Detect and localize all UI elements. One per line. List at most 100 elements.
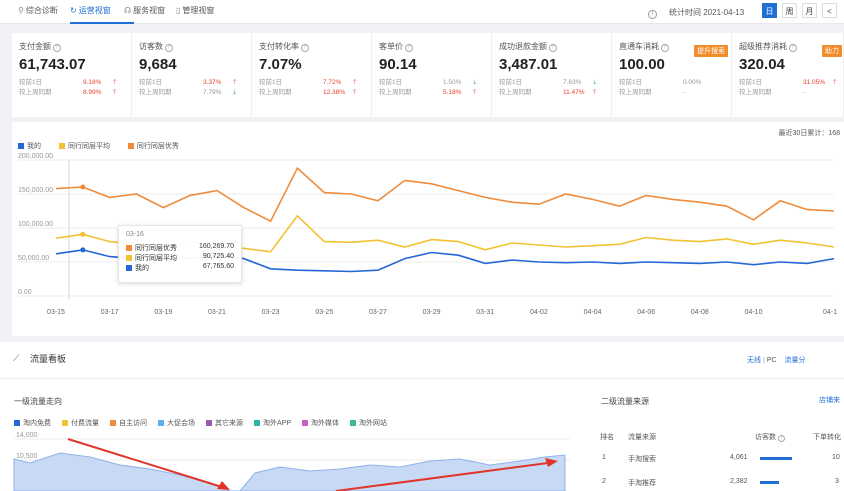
table-header-visitors[interactable]: 访客数 ?	[755, 432, 785, 442]
second-level-source-title: 二级流量来源	[601, 397, 649, 406]
legend-item-mine[interactable]: 我的	[18, 143, 41, 150]
tooltip-swatch	[126, 245, 132, 251]
tooltip-row: 同行同层优秀 160,269.70	[126, 243, 234, 253]
traffic-detail-link[interactable]: 流量分	[784, 357, 806, 364]
kpi-title: 直通车消耗?	[619, 41, 731, 52]
help-icon[interactable]: ?	[405, 44, 413, 52]
x-tick-label: 04-08	[691, 309, 709, 316]
flow-area[interactable]	[13, 452, 566, 491]
compare-pct: 8.99%	[83, 89, 102, 96]
flow-area-chart[interactable]: 14,000 10,500	[0, 431, 580, 491]
stat-time-text: 统计时间 2021-04-13	[669, 8, 745, 17]
channel-legend-item[interactable]: 淘外APP	[254, 420, 291, 427]
x-tick-label: 03-27	[369, 309, 387, 316]
device-pc-link[interactable]: PC	[766, 357, 777, 364]
channel-legend-item[interactable]: 淘外媒体	[302, 420, 339, 427]
x-tick-label: 03-29	[423, 309, 441, 316]
pin-icon: ⚲	[18, 6, 24, 15]
tab-label: 管理视窗	[182, 6, 215, 15]
info-icon[interactable]: i	[648, 10, 657, 19]
device-switch: 无线 | PC 流量分	[747, 355, 806, 365]
series-point[interactable]	[80, 247, 86, 253]
legend-swatch	[62, 420, 68, 426]
kpi-action-button[interactable]: 提升搜索	[694, 45, 728, 57]
up-arrow-icon: 🡑	[353, 79, 357, 86]
row-source[interactable]: 手淘搜索	[628, 456, 656, 463]
device-wireless-link[interactable]: 无线	[747, 357, 761, 364]
series-point[interactable]	[80, 184, 86, 190]
kpi-action-button[interactable]: 助力	[822, 45, 842, 57]
compare-pct: 0.00%	[683, 79, 702, 86]
kpi-card[interactable]: 访客数? 9,684 较前1日 3.37% 🡑 较上周同期 7.79% 🡓	[132, 33, 252, 117]
trend-chart-svg[interactable]: 200,000.00 150,000.00 100,000.00 50,000.00 0…	[12, 122, 844, 336]
legend-item-excellent[interactable]: 同行同层优秀	[127, 143, 179, 150]
table-header-conv: 下单转化	[813, 434, 841, 441]
tab-service[interactable]: ☊ 服务视窗	[124, 0, 165, 24]
channel-legend: 淘内免费 付费流量 自主访问 大促会场 其它来源 淘外APP 淘外媒体 淘外网站	[14, 418, 398, 428]
kpi-compare: 较前1日 3.37% 🡑 较上周同期 7.79% 🡓	[139, 78, 251, 98]
compare-pct: 3.37%	[203, 79, 222, 86]
refresh-icon: ↻	[70, 6, 77, 15]
channel-legend-item[interactable]: 大促会场	[158, 420, 195, 427]
kpi-card[interactable]: 成功退款金额? 3,487.01 较前1日 7.63% 🡓 较上周同期 11.47% 🡑	[492, 33, 612, 117]
tab-operations[interactable]: ↻ 运营视窗	[70, 0, 134, 24]
compare-label: 较上周同期	[619, 89, 652, 96]
y-tick-label: 0.00	[18, 289, 32, 296]
legend-label: 我的	[27, 143, 41, 150]
store-source-link[interactable]: 店铺来	[819, 397, 840, 404]
help-icon[interactable]: ?	[301, 44, 309, 52]
kpi-card[interactable]: 支付转化率? 7.07% 较前1日 7.72% 🡑 较上周同期 12.38% 🡑	[252, 33, 372, 117]
series-point[interactable]	[80, 231, 86, 237]
period-prev-button[interactable]: <	[822, 3, 837, 18]
tooltip-swatch	[126, 265, 132, 271]
channel-legend-item[interactable]: 自主访问	[110, 420, 147, 427]
up-arrow-icon: 🡑	[353, 89, 357, 96]
kpi-compare: 较前1日 31.05% 🡑 较上周同期 -	[739, 78, 843, 98]
x-tick-label: 04-04	[584, 309, 602, 316]
help-icon[interactable]: ?	[777, 435, 785, 442]
compare-label: 较前1日	[19, 79, 43, 86]
kpi-card[interactable]: 支付金额? 61,743.07 较前1日 9.18% 🡑 较上周同期 8.99% 🡑	[12, 33, 132, 117]
x-tick-label: 03-15	[47, 309, 65, 316]
period-month-button[interactable]: 月	[802, 3, 817, 18]
x-tick-label: 03-25	[315, 309, 333, 316]
x-tick-label: 03-31	[476, 309, 494, 316]
kpi-card[interactable]: 客单价? 90.14 较前1日 1.50% 🡓 较上周同期 5.18% 🡑	[372, 33, 492, 117]
series-line[interactable]	[55, 166, 835, 223]
traffic-board: ⟋ 流量看板 无线 | PC 流量分 一级流量走向 淘内免费 付费流量 自主访问 大促会场…	[0, 342, 844, 491]
kpi-compare: 较前1日 7.72% 🡑 较上周同期 12.38% 🡑	[259, 78, 371, 98]
kpi-compare: 较前1日 9.18% 🡑 较上周同期 8.99% 🡑	[19, 78, 131, 98]
help-icon[interactable]: ?	[661, 44, 669, 52]
period-week-button[interactable]: 周	[782, 3, 797, 18]
kpi-value: 3,487.01	[499, 56, 558, 73]
tab-management[interactable]: ▯ 管理视窗	[176, 0, 214, 24]
help-icon[interactable]: ?	[53, 44, 61, 52]
kpi-card[interactable]: 超级推荐消耗? 320.04 较前1日 31.05% 🡑 较上周同期 - 助力	[732, 33, 844, 117]
help-icon[interactable]: ?	[165, 44, 173, 52]
legend-item-avg[interactable]: 同行同层平均	[58, 143, 110, 150]
row-source[interactable]: 手淘推荐	[628, 480, 656, 487]
line-chart-icon: ⟋	[13, 353, 20, 363]
compare-label: 较上周同期	[499, 89, 532, 96]
channel-legend-item[interactable]: 淘外网站	[350, 420, 387, 427]
chart-tooltip: 03-16 同行同层优秀 160,269.70 同行同层平均 90,725.40 我…	[118, 225, 242, 283]
compare-label: 较前1日	[379, 79, 403, 86]
kpi-value: 100.00	[619, 56, 665, 73]
help-icon[interactable]: ?	[549, 44, 557, 52]
legend-swatch	[302, 420, 309, 426]
help-icon[interactable]: ?	[789, 44, 797, 52]
row-rank: 2	[602, 478, 606, 485]
kpi-value: 9,684	[139, 56, 177, 73]
compare-pct: 7.72%	[323, 79, 342, 86]
channel-legend-item[interactable]: 付费流量	[62, 420, 99, 427]
arrow-head-icon	[545, 458, 558, 467]
legend-label: 同行同层优秀	[136, 143, 179, 150]
period-day-button[interactable]: 日	[762, 3, 777, 18]
channel-legend-item[interactable]: 淘内免费	[14, 420, 51, 427]
kpi-card[interactable]: 直通车消耗? 100.00 较前1日 0.00% 较上周同期 - 提升搜索	[612, 33, 732, 117]
channel-legend-item[interactable]: 其它来源	[206, 420, 243, 427]
legend-swatch	[14, 420, 20, 426]
kpi-value: 7.07%	[259, 56, 302, 73]
tab-comprehensive[interactable]: ⚲ 综合诊断	[18, 0, 58, 24]
y-tick-label: 10,500	[16, 453, 38, 460]
